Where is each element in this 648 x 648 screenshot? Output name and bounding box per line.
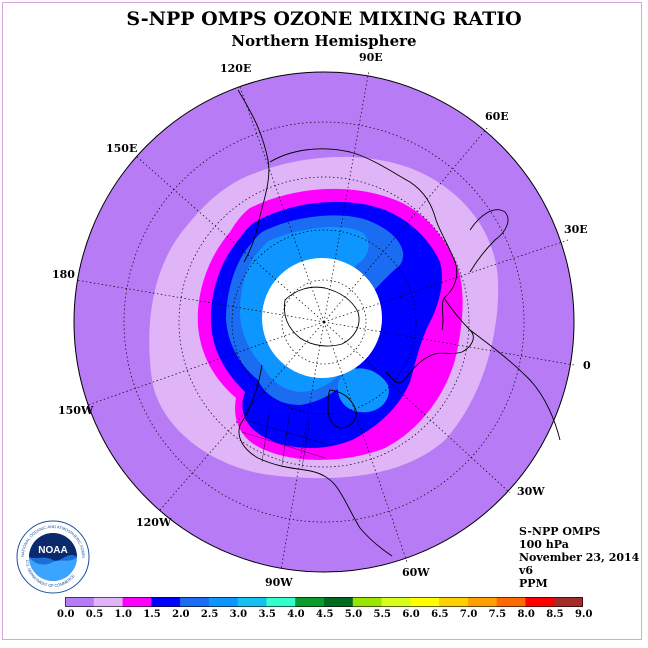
info-block: S-NPP OMPS 100 hPa November 23, 2014 v6 … — [519, 525, 639, 590]
colorbar-tick-label: 6.0 — [402, 609, 420, 620]
info-level: 100 hPa — [519, 538, 569, 551]
lon-label-60e: 60E — [485, 110, 509, 123]
lon-label-30e: 30E — [564, 223, 588, 236]
lon-label-120e: 120E — [220, 62, 252, 75]
colorbar-tick-label: 4.0 — [287, 609, 305, 620]
colorbar-tick-label: 0.0 — [57, 609, 75, 620]
colorbar-segment — [439, 597, 469, 607]
coast-arctic — [283, 286, 360, 347]
colorbar — [65, 597, 583, 607]
colorbar-segment — [180, 597, 210, 607]
colorbar-segment — [151, 597, 181, 607]
lon-label-60w: 60W — [402, 566, 430, 579]
colorbar-tick-label: 2.0 — [172, 609, 190, 620]
colorbar-tick-label: 6.5 — [431, 609, 449, 620]
colorbar-tick-label: 1.0 — [114, 609, 132, 620]
colorbar-tick-label: 3.0 — [229, 609, 248, 620]
colorbar-tick-label: 2.5 — [200, 609, 219, 620]
lon-label-120w: 120W — [136, 516, 172, 529]
colorbar-tick-label: 7.5 — [488, 609, 507, 620]
colorbar-segment — [93, 597, 124, 607]
colorbar-segment — [65, 597, 95, 607]
lon-label-90w: 90W — [265, 576, 293, 589]
latitude-circles — [123, 121, 525, 523]
lon-label-150w: 150W — [58, 404, 94, 417]
colorbar-segment — [352, 597, 383, 607]
coast-greenland — [327, 389, 357, 429]
colorbar-segment — [295, 597, 325, 607]
colorbar-segment — [324, 597, 354, 607]
colorbar-tick-label: 8.5 — [546, 609, 564, 620]
lon-label-30w: 30W — [517, 485, 545, 498]
colorbar-tick-label: 4.5 — [316, 609, 334, 620]
logo-text: NOAA — [38, 545, 67, 556]
colorbar-tick-label: 1.5 — [143, 609, 161, 620]
colorbar-tick-label: 7.0 — [459, 609, 478, 620]
colorbar-tick-label: 3.5 — [258, 609, 276, 620]
colorbar-tick-label: 9.0 — [575, 609, 593, 620]
colorbar-segment — [122, 597, 152, 607]
coast-asia — [237, 89, 458, 331]
lon-label-150e: 150E — [106, 142, 138, 155]
map-subtitle: Northern Hemisphere — [231, 32, 417, 50]
coastlines — [237, 89, 561, 557]
colorbar-segment — [208, 597, 239, 607]
noaa-logo: NOAA NATIONAL OCEANIC AND ATMOSPHERIC AD… — [16, 520, 90, 594]
colorbar-segment — [554, 597, 583, 607]
map-title: S-NPP OMPS OZONE MIXING RATIO — [126, 8, 522, 30]
colorbar-segment — [467, 597, 498, 607]
lon-label-180: 180 — [52, 268, 75, 281]
us-state-lines — [241, 407, 331, 469]
colorbar-tick-label: 8.0 — [517, 609, 535, 620]
info-date: November 23, 2014 — [519, 551, 640, 564]
colorbar-segment — [381, 597, 411, 607]
band-2.5-3.0-europe — [337, 368, 389, 413]
colorbar-segment — [525, 597, 555, 607]
colorbar-segment — [237, 597, 267, 607]
colorbar-segment — [266, 597, 296, 607]
colorbar-segment — [496, 597, 526, 607]
info-version: v6 — [519, 564, 534, 577]
info-instrument: S-NPP OMPS — [519, 525, 601, 538]
plot-frame — [2, 2, 642, 640]
coast-north-america — [238, 364, 393, 557]
no-data-pole — [262, 258, 382, 378]
info-units: PPM — [519, 577, 548, 590]
globe-outline — [73, 71, 575, 573]
lon-label-0: 0 — [583, 359, 591, 372]
lon-label-90e: 90E — [359, 51, 383, 64]
ozone-field — [74, 72, 574, 572]
colorbar-segment — [410, 597, 440, 607]
colorbar-tick-label: 5.0 — [344, 609, 363, 620]
longitude-lines — [75, 69, 575, 571]
coast-africa — [469, 329, 561, 441]
colorbar-tick-label: 5.5 — [373, 609, 391, 620]
coast-europe — [385, 209, 509, 384]
colorbar-tick-label: 0.5 — [85, 609, 104, 620]
